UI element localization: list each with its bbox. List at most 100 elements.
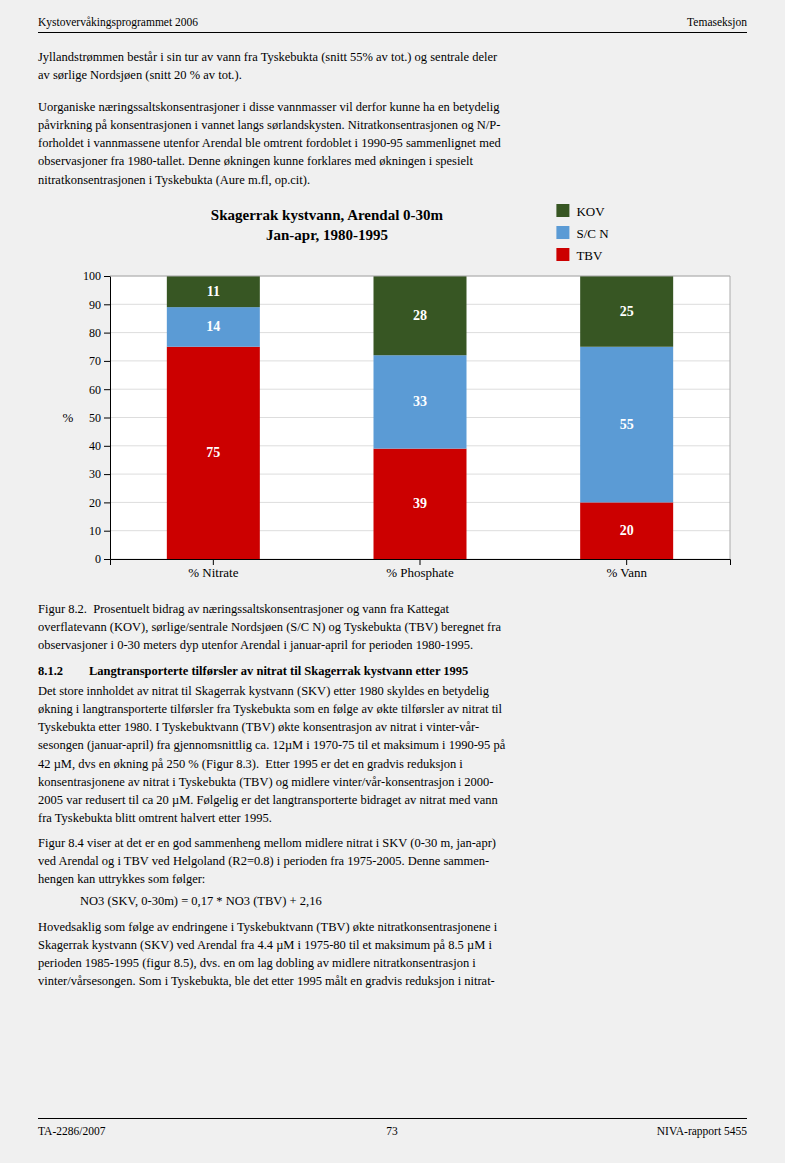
legend-swatch	[556, 248, 569, 261]
data-label: 14	[206, 319, 220, 334]
y-axis-label: %	[63, 410, 74, 425]
section-number: 8.1.2	[38, 662, 63, 680]
bar	[167, 307, 260, 347]
footer-left: TA-2286/2007	[38, 1125, 105, 1139]
tick-mark	[104, 446, 110, 447]
tick-mark	[104, 304, 110, 305]
bar	[580, 276, 673, 347]
data-label: 20	[620, 523, 634, 538]
legend-entry: TBV	[556, 248, 603, 263]
paragraph: Hovedsaklig som følge av endringene i Ty…	[38, 918, 497, 991]
x-tick: % Phosphate	[386, 559, 454, 580]
y-tick: 80	[89, 326, 110, 340]
tick-mark	[420, 559, 421, 565]
plot-background	[110, 276, 730, 559]
frame	[110, 276, 730, 277]
tick-label: 80	[89, 326, 101, 340]
bar	[167, 347, 260, 559]
y-tick: 20	[89, 496, 110, 510]
tick-mark	[626, 559, 627, 565]
section-heading: Langtransporterte tilførsler av nitrat t…	[89, 662, 468, 680]
tick-mark	[104, 474, 110, 475]
bar	[580, 502, 673, 559]
tick-mark	[213, 559, 214, 565]
tick-mark	[104, 559, 110, 560]
y-tick: 40	[89, 439, 110, 453]
x-axis: % Nitrate % Phosphate % Vann	[111, 559, 731, 580]
chart: 75 39 20 14 33 55 11 28 25 0 10 20 30 40 50 60 70 80 90 100…	[0, 196, 785, 591]
chart-subtitle: Jan-apr, 1980-1995	[266, 227, 388, 243]
bars	[167, 276, 673, 559]
y-tick: 30	[89, 467, 110, 481]
data-label: 11	[207, 284, 220, 299]
data-labels: 75 39 20 14 33 55 11 28 25	[206, 284, 633, 538]
tick-mark	[104, 333, 110, 334]
paragraph: Uorganiske næringssaltskonsentrasjoner i…	[38, 98, 501, 189]
tick-label: % Nitrate	[188, 565, 238, 580]
chart-title: Skagerrak kystvann, Arendal 0-30m	[211, 207, 444, 223]
caption: Figur 8.2. Prosentuelt bidrag av nærings…	[38, 600, 501, 654]
y-tick: 90	[89, 298, 110, 312]
tick-label: 60	[89, 383, 101, 397]
data-label: 33	[413, 394, 427, 409]
legend: KOV S/C N TBV	[556, 204, 609, 263]
frame	[730, 276, 731, 559]
data-label: 55	[620, 417, 634, 432]
y-tick: 100	[83, 269, 110, 283]
legend-entry: KOV	[556, 204, 605, 219]
y-tick: 0	[95, 552, 110, 566]
header-left: Kystovervåkingsprogrammet 2006	[38, 16, 198, 30]
tick-label: 40	[89, 439, 101, 453]
tick-mark	[104, 389, 110, 390]
tick-mark	[104, 361, 110, 362]
data-label: 39	[413, 496, 427, 511]
paragraph: Jyllandstrømmen består i sin tur av vann…	[38, 48, 497, 84]
legend-entry: S/C N	[556, 226, 609, 241]
data-label: 25	[620, 304, 634, 319]
tick-label: 100	[83, 269, 101, 283]
y-tick: 60	[89, 383, 110, 397]
tick-label: 0	[95, 552, 101, 566]
data-label: 75	[206, 445, 220, 460]
formula: NO3 (SKV, 0-30m) = 0,17 * NO3 (TBV) + 2,…	[80, 892, 322, 910]
legend-swatch	[556, 204, 569, 217]
tick-mark	[104, 531, 110, 532]
footer-center: 73	[386, 1125, 398, 1139]
tick-mark	[104, 502, 110, 503]
bar	[580, 347, 673, 503]
data-label: 28	[413, 308, 427, 323]
header-rule	[38, 32, 747, 33]
y-tick: 70	[89, 354, 110, 368]
bar	[374, 355, 467, 448]
bar	[374, 449, 467, 559]
legend-label: KOV	[576, 204, 605, 219]
x-tick: % Nitrate	[188, 559, 238, 580]
legend-swatch	[556, 226, 569, 239]
legend-label: S/C N	[576, 226, 609, 241]
header-right: Temaseksjon	[687, 16, 747, 30]
axis-line	[111, 560, 731, 566]
tick-label: 30	[89, 467, 101, 481]
plot: 75 39 20 14 33 55 11 28 25 0 10 20 30 40 50 60 70 80 90 100…	[83, 269, 731, 580]
bar	[167, 276, 260, 307]
tick-mark	[104, 418, 110, 419]
tick-label: 20	[89, 496, 101, 510]
tick-label: 10	[89, 524, 101, 538]
paragraph: Figur 8.4 viser at det er en god sammenh…	[38, 834, 496, 888]
axis-line	[104, 277, 111, 560]
legend-label: TBV	[576, 248, 603, 263]
tick-label: % Phosphate	[386, 565, 454, 580]
bar	[374, 276, 467, 355]
y-tick: 50	[89, 411, 110, 425]
footer-rule	[38, 1118, 747, 1119]
y-axis: 0 10 20 30 40 50 60 70 80 90 100	[83, 269, 111, 566]
tick-label: 50	[89, 411, 101, 425]
x-tick: % Vann	[606, 559, 647, 580]
tick-label: 70	[89, 354, 101, 368]
tick-label: 90	[89, 298, 101, 312]
footer-right: NIVA-rapport 5455	[657, 1125, 747, 1139]
grid	[110, 276, 730, 559]
paragraph: Det store innholdet av nitrat til Skager…	[38, 682, 505, 827]
tick-mark	[104, 276, 110, 277]
tick-label: % Vann	[606, 565, 647, 580]
